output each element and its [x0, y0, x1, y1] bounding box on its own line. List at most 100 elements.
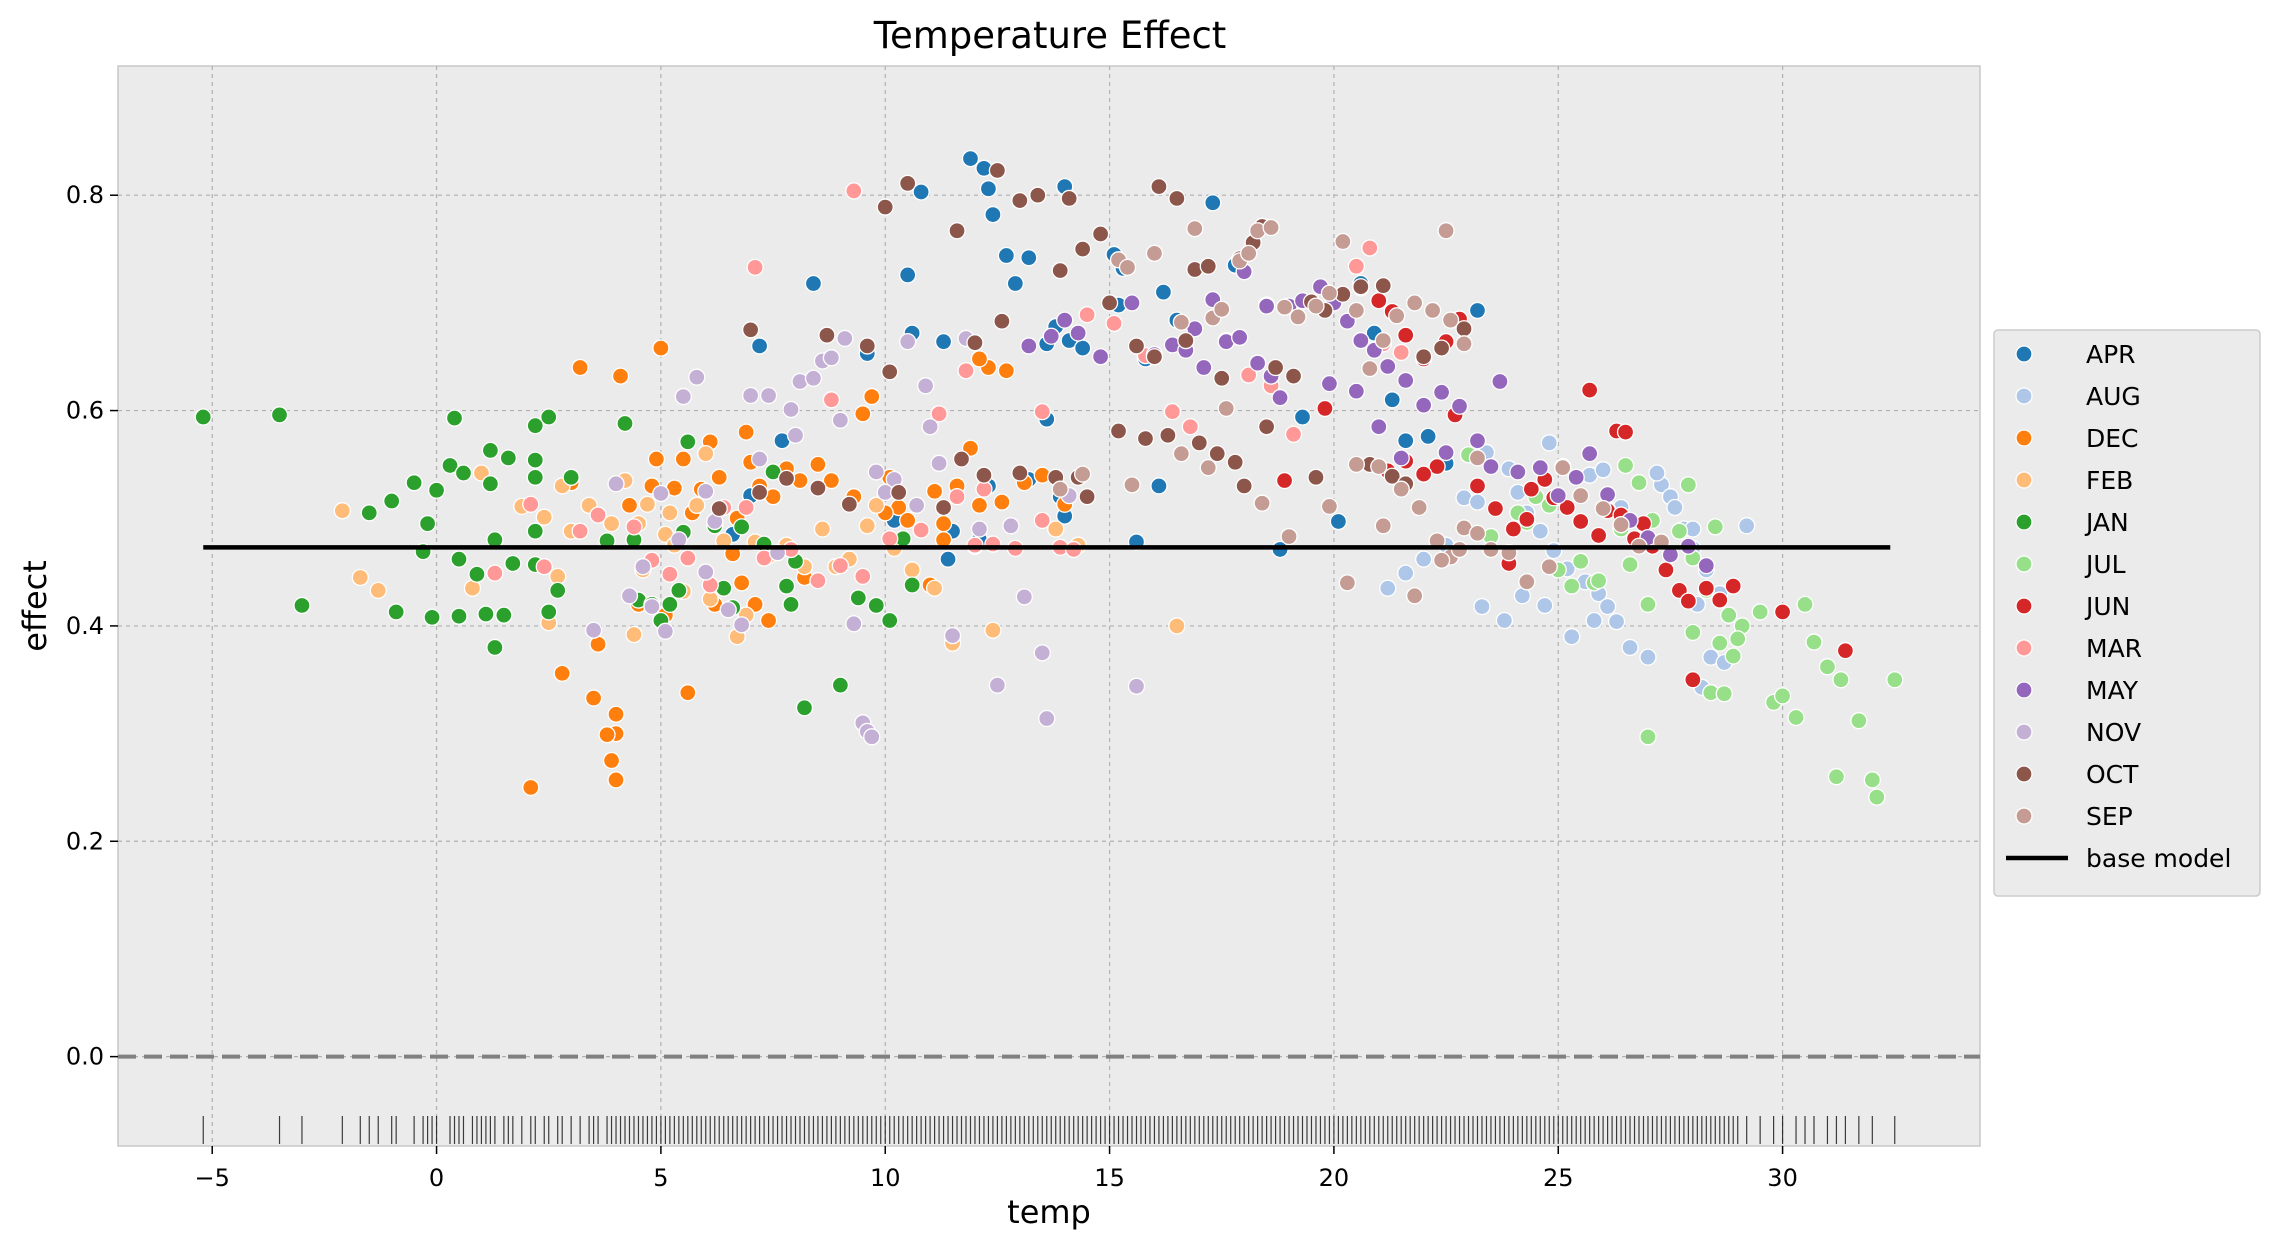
data-point [1118, 258, 1137, 277]
data-point [1509, 463, 1527, 481]
data-point [1226, 453, 1244, 471]
data-point [661, 565, 679, 583]
data-point [733, 616, 751, 634]
data-point [1379, 579, 1397, 597]
data-point [1868, 788, 1886, 806]
data-point [809, 455, 827, 474]
data-point [1836, 642, 1855, 660]
data-point [1684, 671, 1702, 689]
data-point [831, 556, 850, 575]
data-point [1383, 391, 1401, 409]
data-point [1320, 374, 1339, 393]
data-point [688, 368, 706, 386]
data-point [1056, 311, 1074, 329]
x-tick-label: 20 [1319, 1164, 1350, 1192]
data-point [1679, 476, 1698, 494]
data-point [535, 558, 553, 576]
data-point [1190, 434, 1208, 452]
data-point [1397, 564, 1415, 582]
data-point [1042, 327, 1060, 345]
data-point [1796, 595, 1814, 614]
data-point [1684, 623, 1702, 642]
data-point [1248, 354, 1267, 372]
x-tick-label: 25 [1543, 1164, 1574, 1192]
data-point [741, 321, 760, 339]
data-point [1414, 465, 1433, 483]
data-point [863, 728, 881, 746]
data-point [481, 475, 500, 493]
data-point [697, 444, 715, 463]
data-point [1392, 480, 1410, 498]
data-point [1414, 550, 1433, 568]
data-point [899, 174, 917, 193]
data-point [1863, 771, 1881, 789]
data-point [1720, 606, 1738, 624]
data-point [719, 601, 737, 619]
data-point [970, 350, 989, 368]
data-point [495, 606, 513, 624]
data-point [1468, 449, 1487, 467]
data-point [1033, 402, 1051, 421]
data-point [445, 409, 464, 427]
data-point [1347, 382, 1365, 400]
data-point [1491, 372, 1509, 391]
data-point [1271, 388, 1289, 407]
data-point [293, 596, 311, 615]
data-point [1154, 283, 1173, 301]
data-point [1751, 603, 1769, 621]
data-point [836, 329, 854, 348]
data-point [571, 522, 589, 540]
data-point [1711, 591, 1729, 609]
data-point [351, 568, 369, 587]
data-point [611, 367, 630, 385]
data-point [1621, 555, 1639, 574]
data-point [1374, 277, 1392, 295]
data-point [1572, 552, 1590, 570]
data-point [710, 468, 728, 486]
data-point [921, 418, 939, 436]
data-point [1432, 551, 1451, 569]
data-point [925, 579, 944, 597]
data-point [1531, 458, 1549, 477]
data-point [903, 561, 921, 579]
data-point [450, 607, 468, 625]
data-point [1468, 301, 1487, 320]
data-point [540, 408, 558, 426]
data-point [441, 456, 459, 475]
data-point [1002, 517, 1020, 535]
data-point [934, 333, 953, 351]
data-point [625, 518, 643, 536]
legend-label: NOV [2086, 718, 2141, 747]
data-point [822, 349, 841, 367]
legend-label: MAY [2086, 676, 2139, 705]
legend-label: JAN [2084, 508, 2129, 537]
data-point [952, 450, 971, 468]
data-point [602, 514, 621, 533]
data-point [1697, 556, 1715, 575]
data-point [674, 387, 692, 406]
data-point [782, 400, 800, 419]
series-nov [584, 329, 1146, 746]
x-tick-label: −5 [195, 1164, 230, 1192]
data-point [1437, 443, 1455, 462]
data-point [1468, 432, 1487, 450]
data-point [1657, 561, 1675, 579]
data-point [1630, 474, 1648, 492]
series-dec [522, 339, 1074, 797]
data-point [540, 603, 558, 621]
data-point [1320, 284, 1339, 302]
data-point [1518, 510, 1536, 528]
data-point [881, 530, 899, 548]
data-point [1589, 526, 1608, 545]
data-point [1581, 381, 1599, 399]
data-point [1504, 520, 1523, 538]
data-point [1468, 477, 1487, 495]
data-point [934, 514, 953, 533]
data-point [423, 608, 441, 626]
data-point [997, 362, 1016, 380]
data-point [625, 625, 643, 644]
data-point [526, 451, 544, 469]
data-point [854, 567, 872, 586]
data-point [1240, 244, 1258, 263]
data-point [1074, 465, 1092, 483]
